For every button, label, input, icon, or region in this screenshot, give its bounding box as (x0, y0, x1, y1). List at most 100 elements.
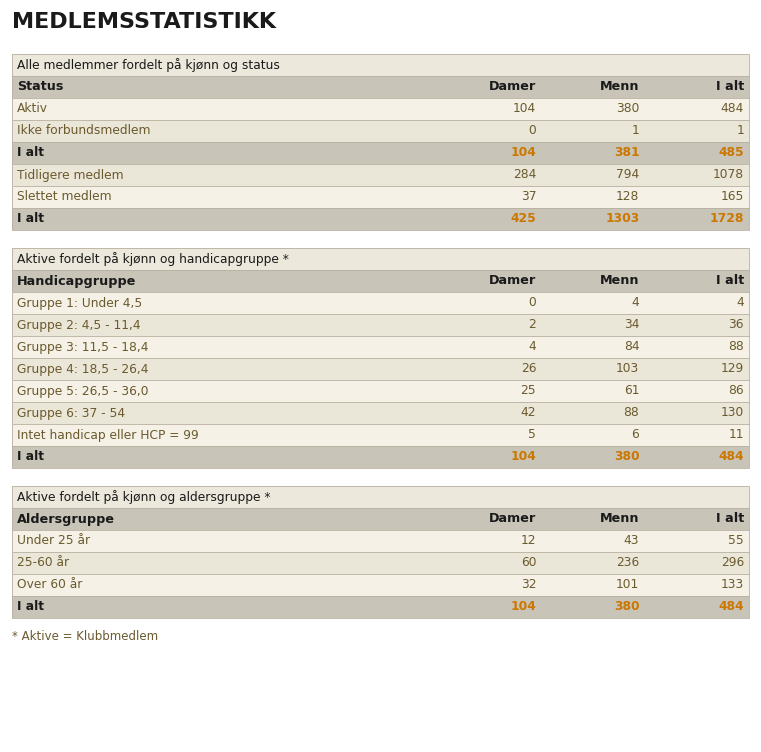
Text: 381: 381 (613, 147, 639, 159)
Text: I alt: I alt (17, 147, 44, 159)
Bar (12, 596, 749, 618)
Text: 380: 380 (613, 450, 639, 463)
Bar (12, 270, 749, 292)
Text: Gruppe 2: 4,5 - 11,4: Gruppe 2: 4,5 - 11,4 (17, 319, 141, 332)
Bar (12, 76, 749, 98)
Text: 37: 37 (521, 190, 537, 204)
Text: 4: 4 (736, 296, 744, 310)
Bar (12, 424, 749, 446)
Text: 1: 1 (632, 125, 639, 138)
Bar (12, 402, 749, 424)
Text: 296: 296 (721, 556, 744, 569)
Bar (12, 248, 749, 270)
Bar (12, 292, 749, 314)
Bar (12, 98, 749, 120)
Text: 84: 84 (624, 341, 639, 353)
Bar (12, 424, 749, 446)
Bar (12, 402, 749, 424)
Text: 25: 25 (521, 384, 537, 398)
Bar (12, 552, 749, 574)
Text: 1: 1 (736, 125, 744, 138)
Text: Status: Status (17, 80, 63, 93)
Text: Gruppe 6: 37 - 54: Gruppe 6: 37 - 54 (17, 407, 125, 420)
Bar (12, 54, 749, 76)
Text: 104: 104 (511, 147, 537, 159)
Text: 88: 88 (623, 407, 639, 420)
Bar (12, 164, 749, 186)
Text: 55: 55 (728, 535, 744, 547)
Text: Under 25 år: Under 25 år (17, 535, 90, 547)
Bar (12, 336, 749, 358)
Bar (12, 486, 749, 508)
Bar (12, 486, 749, 508)
Bar (12, 358, 749, 380)
Bar (12, 446, 749, 468)
Text: 129: 129 (721, 362, 744, 375)
Text: Gruppe 1: Under 4,5: Gruppe 1: Under 4,5 (17, 296, 142, 310)
Bar (12, 508, 749, 530)
Text: 61: 61 (624, 384, 639, 398)
Text: Aktiv: Aktiv (17, 102, 48, 116)
Bar (12, 530, 749, 552)
Text: * Aktive = Klubbmedlem: * Aktive = Klubbmedlem (12, 630, 158, 643)
Bar (12, 98, 749, 120)
Text: 0: 0 (528, 296, 537, 310)
Text: 11: 11 (728, 429, 744, 441)
Bar (12, 208, 749, 230)
Text: 104: 104 (513, 102, 537, 116)
Text: 1303: 1303 (605, 213, 639, 226)
Bar (12, 574, 749, 596)
Text: 104: 104 (511, 601, 537, 614)
Text: 42: 42 (521, 407, 537, 420)
Text: Over 60 år: Over 60 år (17, 578, 82, 592)
Text: 2: 2 (528, 319, 537, 332)
Text: 12: 12 (521, 535, 537, 547)
Text: 5: 5 (528, 429, 537, 441)
Text: Gruppe 4: 18,5 - 26,4: Gruppe 4: 18,5 - 26,4 (17, 362, 148, 375)
Bar (12, 552, 749, 574)
Text: 25-60 år: 25-60 år (17, 556, 69, 569)
Bar (12, 76, 749, 98)
Text: 4: 4 (528, 341, 537, 353)
Text: 484: 484 (718, 450, 744, 463)
Text: 101: 101 (616, 578, 639, 592)
Text: Alle medlemmer fordelt på kjønn og status: Alle medlemmer fordelt på kjønn og statu… (17, 58, 280, 72)
Text: I alt: I alt (716, 274, 744, 287)
Text: 34: 34 (624, 319, 639, 332)
Text: 32: 32 (521, 578, 537, 592)
Text: Damer: Damer (489, 274, 537, 287)
Bar (12, 292, 749, 314)
Text: Damer: Damer (489, 80, 537, 93)
Bar (12, 142, 749, 164)
Text: Gruppe 3: 11,5 - 18,4: Gruppe 3: 11,5 - 18,4 (17, 341, 148, 353)
Text: 4: 4 (632, 296, 639, 310)
Text: Slettet medlem: Slettet medlem (17, 190, 112, 204)
Bar (12, 208, 749, 230)
Text: 36: 36 (728, 319, 744, 332)
Bar (12, 186, 749, 208)
Bar (12, 508, 749, 530)
Text: Menn: Menn (600, 274, 639, 287)
Text: 133: 133 (721, 578, 744, 592)
Text: 1728: 1728 (709, 213, 744, 226)
Text: I alt: I alt (716, 80, 744, 93)
Bar (12, 314, 749, 336)
Bar (12, 336, 749, 358)
Bar (12, 446, 749, 468)
Text: Tidligere medlem: Tidligere medlem (17, 168, 123, 181)
Text: I alt: I alt (17, 601, 44, 614)
Text: Gruppe 5: 26,5 - 36,0: Gruppe 5: 26,5 - 36,0 (17, 384, 148, 398)
Text: Intet handicap eller HCP = 99: Intet handicap eller HCP = 99 (17, 429, 199, 441)
Bar (12, 380, 749, 402)
Text: Handicapgruppe: Handicapgruppe (17, 274, 136, 287)
Text: 26: 26 (521, 362, 537, 375)
Bar (12, 314, 749, 336)
Bar (12, 270, 749, 292)
Text: 88: 88 (728, 341, 744, 353)
Text: 6: 6 (632, 429, 639, 441)
Bar (12, 248, 749, 270)
Text: 0: 0 (528, 125, 537, 138)
Text: Aktive fordelt på kjønn og aldersgruppe *: Aktive fordelt på kjønn og aldersgruppe … (17, 490, 270, 504)
Text: 794: 794 (616, 168, 639, 181)
Bar (12, 120, 749, 142)
